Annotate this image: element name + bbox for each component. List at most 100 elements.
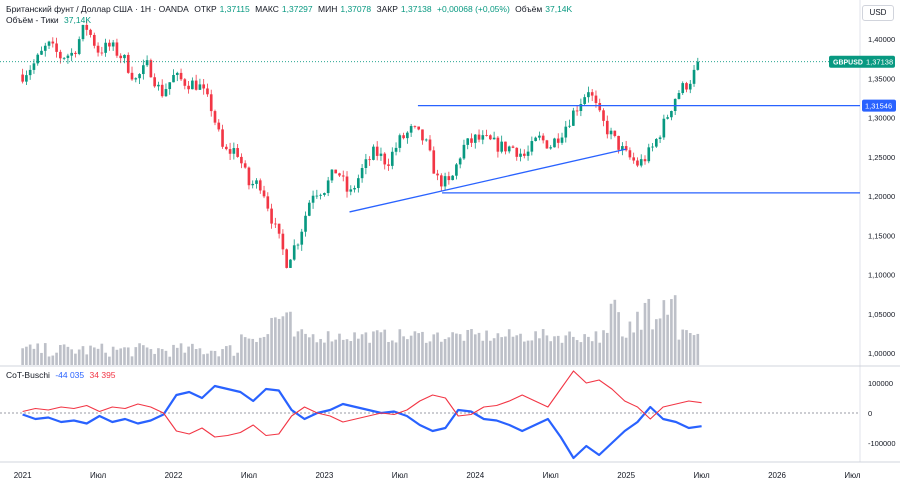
volume-bar (504, 336, 507, 365)
time-tick-label: Июл (241, 471, 258, 480)
volume-bar (266, 334, 270, 365)
price-tick-label: 1,25000 (868, 153, 895, 162)
trend-line (349, 148, 627, 213)
candle-body (194, 80, 198, 90)
volume-bar (534, 331, 537, 365)
volume-bar (406, 339, 409, 365)
candle-body (628, 150, 632, 158)
candle-body (394, 147, 398, 152)
candle-body (587, 92, 590, 98)
currency-button[interactable]: USD (862, 5, 894, 21)
last-price-tag (829, 55, 895, 68)
price-tick-label: 1,15000 (868, 231, 895, 240)
volume-bar (289, 311, 292, 365)
volume-bar (349, 341, 353, 365)
volume-bar (590, 341, 594, 365)
candle-body (466, 138, 470, 145)
volume-bar (628, 321, 632, 365)
candle-body (421, 129, 424, 141)
volume-bar (526, 340, 530, 365)
price-tick-label: 1,00000 (868, 349, 895, 358)
candle-body (307, 202, 311, 216)
candle-body (477, 134, 481, 140)
candle-body (285, 249, 288, 268)
time-tick-label: 2021 (14, 471, 32, 480)
volume-bar (613, 299, 617, 365)
candle-body (142, 65, 145, 75)
volume-bar (300, 329, 304, 365)
candle-body (677, 93, 681, 99)
volume-bar (187, 346, 190, 365)
candle-body (251, 183, 255, 186)
candle-body (104, 42, 107, 53)
candle-body (349, 189, 353, 192)
volume-bar (213, 350, 217, 365)
candle-body (492, 137, 496, 140)
candle-body (406, 132, 409, 139)
volume-bar (81, 346, 85, 365)
volume-bar (240, 334, 243, 365)
volume-bar (277, 318, 281, 365)
volume-bar (375, 330, 379, 365)
volume-bar (575, 340, 579, 365)
time-tick-label: 2024 (466, 471, 484, 480)
candle-body (66, 55, 70, 58)
volume-bar (130, 356, 134, 365)
candle-body (424, 139, 428, 141)
open-value: 1,37115 (219, 4, 250, 14)
candle-body (183, 79, 187, 86)
volume-bar (334, 339, 338, 365)
volume-bar (602, 330, 605, 365)
candle-body (258, 180, 262, 191)
candle-body (334, 169, 338, 174)
volume-bar (311, 334, 315, 365)
candle-body (379, 153, 383, 156)
volume-bar (443, 338, 447, 365)
close-value: 1,37138 (400, 4, 432, 14)
volume-bar (492, 338, 496, 365)
candle-body (579, 104, 583, 111)
candle-body (496, 137, 500, 152)
candle-body (670, 111, 673, 118)
volume-bar (96, 348, 100, 365)
volume-bar (511, 336, 515, 365)
candle-body (326, 180, 330, 194)
volume-bar (654, 319, 658, 365)
volume-bar (183, 352, 187, 365)
candle-body (685, 83, 688, 90)
volume-bar (243, 337, 247, 365)
candle-body (564, 126, 568, 138)
volume-bar (549, 341, 553, 365)
candle-body (353, 188, 356, 190)
cot-value-red: 34 395 (89, 370, 116, 380)
candle-body (568, 125, 571, 127)
candle-body (613, 130, 617, 136)
volume-legend: Объём - Тики 37,14K (6, 15, 94, 26)
cot-label: CoT-Buschi (6, 370, 50, 380)
candle-body (443, 176, 447, 187)
volume-bar (160, 349, 164, 365)
volume-bar (100, 343, 104, 365)
volume-bar (255, 341, 258, 365)
volume-bar (677, 339, 681, 365)
volume-bar (447, 337, 451, 365)
volume-bar (123, 347, 126, 365)
candle-body (357, 178, 360, 189)
volume-bar (360, 334, 364, 365)
candle-body (47, 41, 51, 46)
candle-body (115, 42, 119, 56)
candle-body (262, 190, 266, 197)
candle-body (300, 231, 304, 245)
volume-bar (92, 347, 96, 365)
volume-bar (568, 331, 571, 365)
candle-body (36, 54, 40, 64)
candle-body (40, 50, 43, 55)
volume-bar (292, 336, 296, 365)
volume-group (21, 295, 700, 365)
candle-body (138, 74, 141, 79)
volume-bar (583, 334, 586, 365)
candle-body (153, 77, 156, 87)
candle-body (74, 52, 77, 54)
candle-body (473, 134, 477, 143)
